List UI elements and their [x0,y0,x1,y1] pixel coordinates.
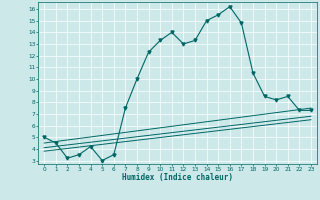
X-axis label: Humidex (Indice chaleur): Humidex (Indice chaleur) [122,173,233,182]
